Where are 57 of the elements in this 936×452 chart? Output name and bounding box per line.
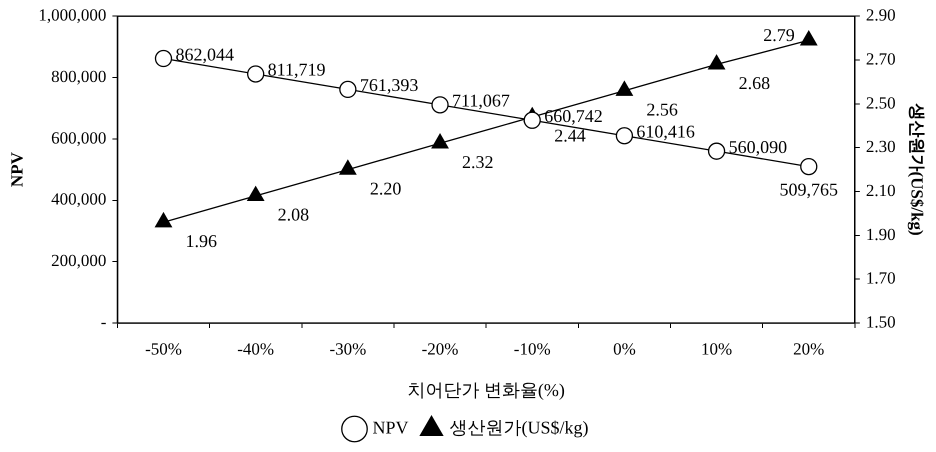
point: [154, 50, 172, 68]
data-label: 2.20: [370, 178, 402, 198]
y2-tick-label: 2.50: [866, 93, 896, 112]
point: [616, 81, 633, 96]
data-label: 761,393: [360, 75, 418, 96]
point: [708, 142, 726, 160]
x-tick-label: -10%: [514, 340, 551, 359]
x-tick-label: 0%: [613, 340, 636, 359]
data-label: 2.32: [462, 152, 494, 172]
point: [339, 160, 356, 175]
x-tick-label: 10%: [700, 340, 732, 359]
y2-tick-label: 1.50: [866, 312, 896, 332]
y-tick-label: -: [100, 312, 107, 332]
x-tick-label: -30%: [329, 340, 366, 359]
data-label: 2.56: [646, 99, 678, 120]
y-tick-label: 200,000: [51, 251, 106, 270]
x-axis-title: 치어단가 변화율(%): [407, 380, 565, 400]
x-tick-label: -20%: [422, 340, 458, 359]
y-tick-label: 1,000,000: [38, 6, 106, 25]
y-axis-title: NPV: [8, 151, 27, 188]
data-label: 2.68: [738, 73, 770, 94]
point: [431, 96, 449, 114]
data-label: 2.79: [763, 25, 795, 46]
data-label: 711,067: [452, 90, 510, 111]
point: [247, 65, 264, 83]
point: [155, 212, 172, 228]
data-label: 509,765: [780, 179, 838, 200]
point: [339, 80, 357, 98]
point: [616, 127, 634, 144]
data-label: 660,742: [544, 106, 603, 126]
y-tick-label: 800,000: [51, 67, 106, 86]
data-label: 2.08: [278, 204, 310, 225]
y-tick-label: 600,000: [51, 128, 106, 148]
x-tick-label: -40%: [237, 340, 274, 359]
legend-label: 생산원가(US$/kg): [450, 418, 589, 438]
y2-tick-label: 1.90: [866, 224, 896, 244]
data-label: 811,719: [268, 60, 326, 80]
point: [708, 54, 726, 70]
x-tick-label: -50%: [145, 340, 182, 359]
data-label: 610,416: [636, 121, 695, 142]
data-label: 1.96: [185, 230, 217, 251]
y2-tick-label: 2.10: [866, 180, 896, 200]
y2-tick-label: 1.70: [866, 268, 896, 288]
x-tick-label: 20%: [793, 340, 824, 359]
y2-tick-label: 2.70: [866, 49, 896, 68]
data-label: 862,044: [175, 44, 234, 64]
point: [800, 30, 818, 46]
y-tick-label: 400,000: [51, 190, 106, 209]
y2-tick-label: 2.90: [866, 6, 896, 25]
y2-tick-label: 2.30: [866, 137, 896, 156]
point: [247, 186, 264, 202]
data-label: 2.44: [554, 126, 586, 146]
y2-axis-title: 생산원가(US$/kg): [907, 102, 926, 236]
point: [432, 134, 448, 148]
data-label: 560,090: [728, 136, 788, 157]
point: [524, 112, 541, 129]
legend-label: NPV: [372, 418, 409, 438]
